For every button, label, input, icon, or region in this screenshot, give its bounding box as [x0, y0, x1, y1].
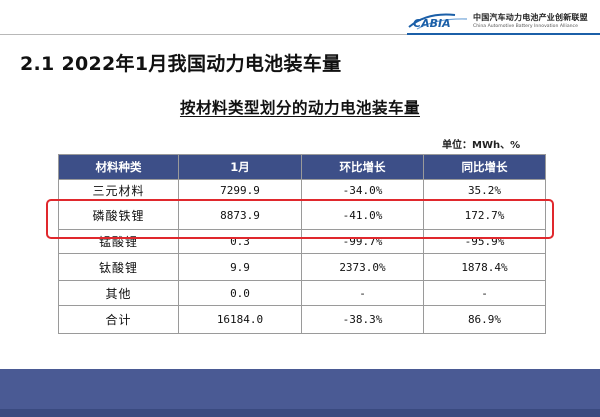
table-row: 钛酸锂 9.9 2373.0% 1878.4%: [58, 253, 546, 281]
column-header-yoy-growth: 同比增长: [423, 154, 546, 180]
table-title-wrap: 按材料类型划分的动力电池装车量: [0, 96, 600, 118]
cell-yoy-growth: 86.9%: [423, 305, 546, 334]
column-header-january: 1月: [178, 154, 302, 180]
cell-material: 合计: [58, 305, 179, 334]
cell-mom-growth: 2373.0%: [301, 253, 424, 281]
slide-title: 2.1 2022年1月我国动力电池装车量: [20, 53, 342, 75]
footer-strip: [0, 409, 600, 417]
table-row-highlighted: 磷酸铁锂 8873.9 -41.0% 172.7%: [58, 200, 546, 230]
cell-january-value: 16184.0: [178, 305, 302, 334]
table-row: 锰酸锂 0.3 -99.7% -95.9%: [58, 229, 546, 254]
header-divider: [0, 34, 600, 35]
cell-material: 其他: [58, 280, 179, 306]
unit-label: 单位：MWh、%: [442, 140, 521, 151]
cell-yoy-growth: 172.7%: [423, 200, 546, 230]
cabia-logo-icon: CABIA: [408, 13, 468, 30]
battery-installation-table: 材料种类 1月 环比增长 同比增长 三元材料 7299.9 -34.0% 35.…: [58, 154, 546, 334]
cell-january-value: 0.0: [178, 280, 302, 306]
alliance-logo: CABIA 中国汽车动力电池产业创新联盟 China Automotive Ba…: [407, 9, 595, 35]
cell-material: 三元材料: [58, 179, 179, 201]
column-header-material: 材料种类: [58, 154, 179, 180]
footer-band: [0, 369, 600, 417]
table-title: 按材料类型划分的动力电池装车量: [179, 99, 420, 117]
cell-january-value: 9.9: [178, 253, 302, 281]
cell-material: 磷酸铁锂: [58, 200, 179, 230]
logo-wordmark: CABIA: [413, 17, 451, 30]
highlight-box-lfp-row: [46, 199, 554, 239]
cell-yoy-growth: 1878.4%: [423, 253, 546, 281]
org-name-cn: 中国汽车动力电池产业创新联盟: [473, 13, 588, 22]
cell-yoy-growth: -: [423, 280, 546, 306]
cell-mom-growth: -: [301, 280, 424, 306]
header-accent-line: [407, 33, 600, 35]
table-row: 三元材料 7299.9 -34.0% 35.2%: [58, 179, 546, 201]
cell-january-value: 7299.9: [178, 179, 302, 201]
table-row-total: 合计 16184.0 -38.3% 86.9%: [58, 305, 546, 334]
column-header-mom-growth: 环比增长: [301, 154, 424, 180]
table-row: 其他 0.0 - -: [58, 280, 546, 306]
cell-january-value: 8873.9: [178, 200, 302, 230]
cell-material: 锰酸锂: [58, 229, 179, 254]
cell-material: 钛酸锂: [58, 253, 179, 281]
cell-yoy-growth: 35.2%: [423, 179, 546, 201]
cell-mom-growth: -41.0%: [301, 200, 424, 230]
cell-mom-growth: -34.0%: [301, 179, 424, 201]
cell-mom-growth: -38.3%: [301, 305, 424, 334]
org-name-en: China Automotive Battery Innovation Alli…: [473, 24, 578, 29]
table-header-row: 材料种类 1月 环比增长 同比增长: [58, 154, 546, 180]
